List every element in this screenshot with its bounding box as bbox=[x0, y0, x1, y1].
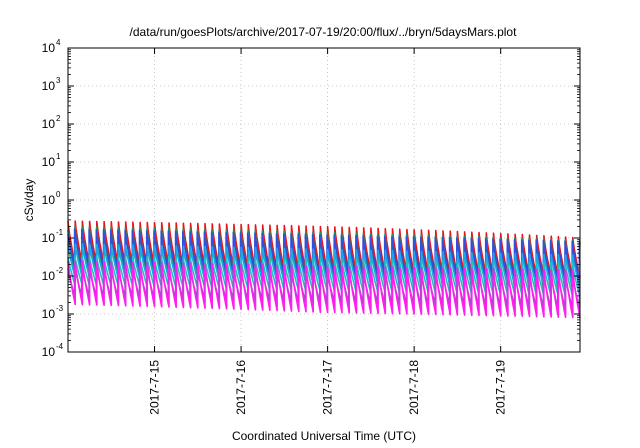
x-tick-label: 2017-7-15 bbox=[148, 360, 162, 415]
y-tick-label: 10 bbox=[42, 231, 56, 245]
y-tick-label: 10 bbox=[42, 41, 56, 55]
grid-lines bbox=[68, 48, 580, 352]
y-tick-exponent: 4 bbox=[56, 38, 61, 47]
y-tick-label: 10 bbox=[42, 117, 56, 131]
y-tick-label: 10 bbox=[42, 345, 56, 359]
y-tick-exponent: -4 bbox=[56, 342, 64, 351]
y-tick-exponent: 0 bbox=[56, 190, 61, 199]
y-tick-label: 10 bbox=[42, 155, 56, 169]
y-tick-exponent: -1 bbox=[56, 228, 64, 237]
series-lines bbox=[67, 220, 581, 319]
x-tick-label: 2017-7-19 bbox=[494, 360, 508, 415]
y-tick-exponent: 2 bbox=[56, 114, 61, 123]
y-tick-exponent: -3 bbox=[56, 304, 64, 313]
y-tick-exponent: -2 bbox=[56, 266, 64, 275]
y-tick-label: 10 bbox=[42, 79, 56, 93]
y-tick-label: 10 bbox=[42, 269, 56, 283]
axis-ticks bbox=[68, 47, 580, 353]
x-tick-labels: 2017-7-15 2017-7-16 2017-7-17 2017-7-18 2017… bbox=[148, 360, 508, 415]
series-line bbox=[67, 260, 581, 319]
chart-title: /data/run/goesPlots/archive/2017-07-19/2… bbox=[130, 25, 518, 39]
x-tick-label: 2017-7-17 bbox=[321, 360, 335, 415]
y-tick-exponent: 3 bbox=[56, 76, 61, 85]
x-tick-label: 2017-7-18 bbox=[407, 360, 421, 415]
y-tick-exponent: 1 bbox=[56, 152, 61, 161]
y-axis-label: cSv/day bbox=[22, 179, 36, 222]
y-tick-label: 10 bbox=[42, 307, 56, 321]
x-tick-label: 2017-7-16 bbox=[234, 360, 248, 415]
y-tick-label: 10 bbox=[42, 193, 56, 207]
x-axis-label: Coordinated Universal Time (UTC) bbox=[232, 429, 416, 443]
